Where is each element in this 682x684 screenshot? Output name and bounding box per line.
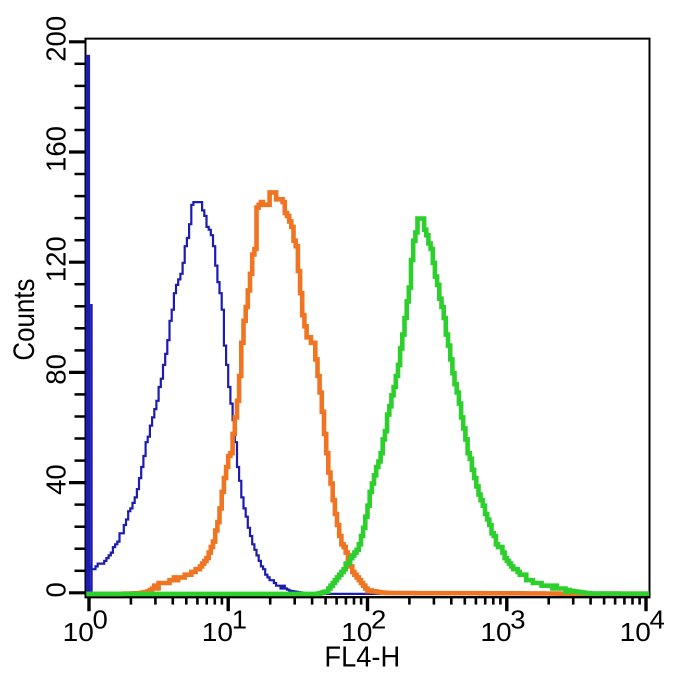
svg-text:10: 10 <box>202 618 233 647</box>
svg-text:1: 1 <box>232 605 247 634</box>
svg-text:3: 3 <box>510 605 525 634</box>
svg-text:Counts: Counts <box>7 279 40 361</box>
svg-text:10: 10 <box>620 618 651 647</box>
svg-text:0: 0 <box>40 582 71 597</box>
svg-text:10: 10 <box>341 618 372 647</box>
svg-text:120: 120 <box>40 236 71 282</box>
svg-text:10: 10 <box>480 618 511 647</box>
svg-text:200: 200 <box>40 16 71 62</box>
svg-text:40: 40 <box>40 464 71 495</box>
svg-text:160: 160 <box>40 126 71 172</box>
svg-text:FL4-H: FL4-H <box>324 641 400 673</box>
svg-text:80: 80 <box>40 354 71 385</box>
svg-text:2: 2 <box>371 605 386 634</box>
svg-text:0: 0 <box>93 605 108 634</box>
svg-text:10: 10 <box>63 618 94 647</box>
svg-text:4: 4 <box>650 605 665 634</box>
